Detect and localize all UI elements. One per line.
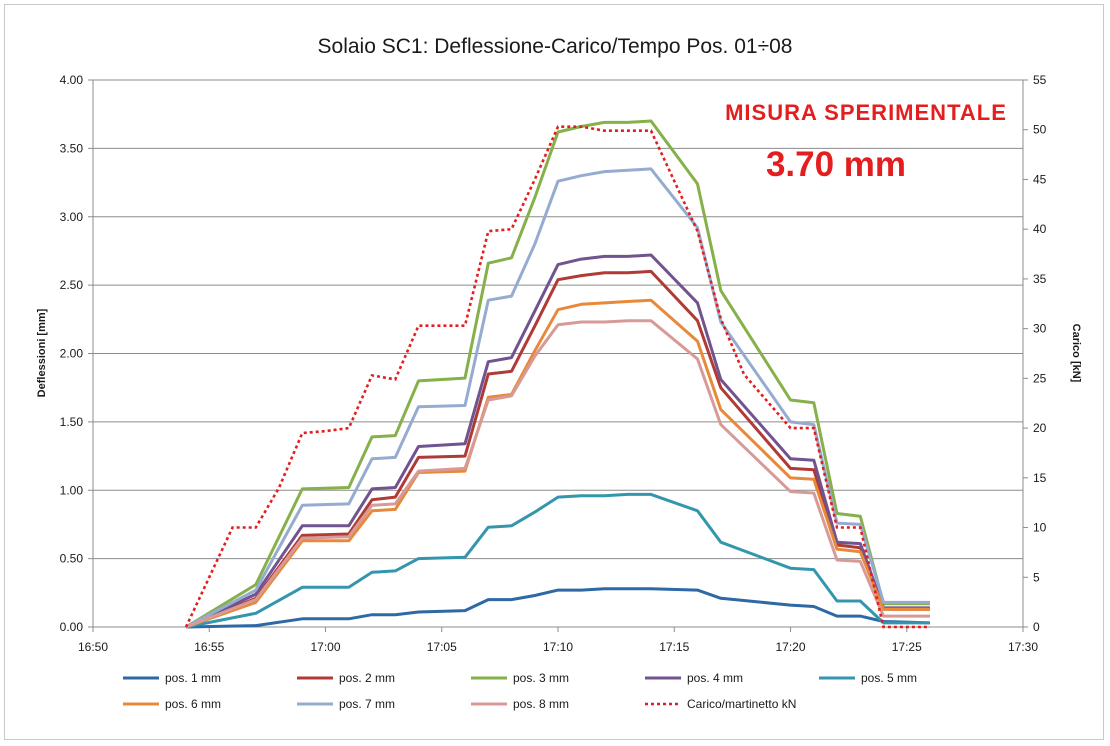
y2-tick-label: 55 xyxy=(1033,73,1047,87)
annotation-value: 3.70 mm xyxy=(766,145,906,184)
legend-label: pos. 3 mm xyxy=(513,671,569,685)
legend-item-6: pos. 6 mm xyxy=(123,697,221,711)
y2-tick-label: 25 xyxy=(1033,371,1047,385)
y2-tick-label: 0 xyxy=(1033,620,1040,634)
y-tick-label: 2.00 xyxy=(60,347,84,361)
y-axis-left: 0.00 0.50 1.00 1.50 2.00 2.50 3.00 3.50 4.00 xyxy=(60,73,93,634)
y2-axis-label: Carico [kN] xyxy=(1070,324,1082,383)
x-tick-label: 17:10 xyxy=(543,640,573,654)
series-line-3 xyxy=(185,119,930,629)
y-tick-label: 4.00 xyxy=(60,73,84,87)
y-tick-label: 3.00 xyxy=(60,210,84,224)
x-axis: 16:50 16:55 17:00 17:05 17:10 17:15 17:20 17:25… xyxy=(78,627,1038,654)
series-line-2 xyxy=(185,269,930,629)
y-tick-label: 3.50 xyxy=(60,141,84,155)
series-line-5 xyxy=(185,492,930,629)
y2-tick-label: 30 xyxy=(1033,322,1047,336)
x-tick-label: 17:15 xyxy=(659,640,689,654)
series-line-4 xyxy=(185,253,930,629)
x-tick-label: 17:20 xyxy=(775,640,805,654)
y-tick-label: 1.00 xyxy=(60,483,84,497)
legend-label: pos. 5 mm xyxy=(861,671,917,685)
y-tick-label: 0.00 xyxy=(60,620,84,634)
legend-label: pos. 7 mm xyxy=(339,697,395,711)
x-tick-label: 17:05 xyxy=(427,640,457,654)
series-line-6 xyxy=(185,298,930,629)
legend-item-2: pos. 2 mm xyxy=(297,671,395,685)
series-line-9 xyxy=(184,125,930,629)
y2-tick-label: 5 xyxy=(1033,570,1040,584)
legend-label: pos. 1 mm xyxy=(165,671,221,685)
x-tick-label: 17:30 xyxy=(1008,640,1038,654)
annotation-label: MISURA SPERIMENTALE xyxy=(725,100,1007,125)
legend-item-1: pos. 1 mm xyxy=(123,671,221,685)
legend-item-3: pos. 3 mm xyxy=(471,671,569,685)
legend-label: pos. 8 mm xyxy=(513,697,569,711)
y-axis-right: 0 5 10 15 20 25 30 35 40 45 50 55 xyxy=(1023,73,1047,634)
legend-item-5: pos. 5 mm xyxy=(819,671,917,685)
x-tick-label: 16:50 xyxy=(78,640,108,654)
legend-label: Carico/martinetto kN xyxy=(687,697,796,711)
legend: pos. 1 mm pos. 2 mm pos. 3 mm pos. 4 mm pos.… xyxy=(123,671,917,711)
y2-tick-label: 45 xyxy=(1033,172,1047,186)
legend-item-7: pos. 7 mm xyxy=(297,697,395,711)
legend-item-8: pos. 8 mm xyxy=(471,697,569,711)
x-tick-label: 17:00 xyxy=(310,640,340,654)
y2-tick-label: 50 xyxy=(1033,123,1047,137)
x-tick-label: 17:25 xyxy=(892,640,922,654)
legend-label: pos. 6 mm xyxy=(165,697,221,711)
y-tick-label: 2.50 xyxy=(60,278,84,292)
series-line-8 xyxy=(185,319,930,629)
x-tick-label: 16:55 xyxy=(194,640,224,654)
y-tick-label: 1.50 xyxy=(60,415,84,429)
series-line-7 xyxy=(185,167,930,629)
legend-item-4: pos. 4 mm xyxy=(645,671,743,685)
y2-tick-label: 10 xyxy=(1033,521,1047,535)
series-line-1 xyxy=(185,587,931,629)
y-tick-label: 0.50 xyxy=(60,552,84,566)
y-axis-label: Deflessioni [mm] xyxy=(36,308,48,397)
series-group xyxy=(184,119,931,629)
legend-label: pos. 4 mm xyxy=(687,671,743,685)
y2-tick-label: 40 xyxy=(1033,222,1047,236)
legend-label: pos. 2 mm xyxy=(339,671,395,685)
y2-tick-label: 20 xyxy=(1033,421,1047,435)
legend-item-9: Carico/martinetto kN xyxy=(645,697,796,711)
y2-tick-label: 35 xyxy=(1033,272,1047,286)
y2-tick-label: 15 xyxy=(1033,471,1047,485)
chart-title: Solaio SC1: Deflessione-Carico/Tempo Pos… xyxy=(318,35,793,58)
